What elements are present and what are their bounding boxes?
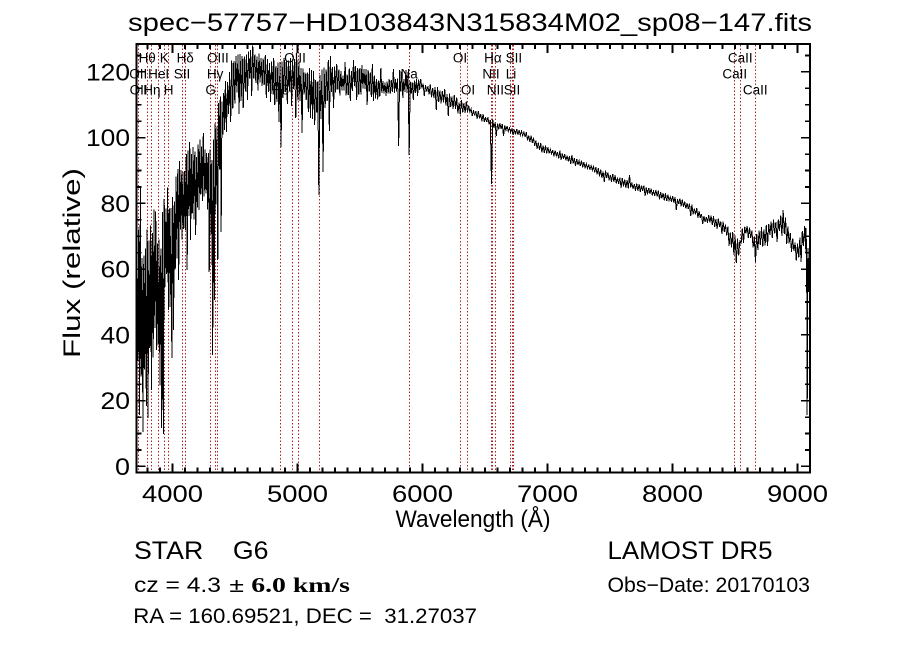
svg-text:80: 80 xyxy=(101,191,131,218)
svg-text:Flux (relative): Flux (relative) xyxy=(59,168,86,358)
svg-text:spec−57757−HD103843N315834M02_: spec−57757−HD103843N315834M02_sp08−147.f… xyxy=(128,9,812,37)
svg-text:RA = 160.69521, DEC = 31.2703: RA = 160.69521, DEC = 31.27037 xyxy=(133,605,477,628)
svg-text:Hδ: Hδ xyxy=(177,51,194,66)
svg-text:OII: OII xyxy=(129,67,147,82)
svg-text:5000: 5000 xyxy=(267,481,328,508)
svg-text:Hα: Hα xyxy=(484,51,502,66)
svg-text:SII: SII xyxy=(504,83,521,98)
svg-text:SII: SII xyxy=(174,67,191,82)
svg-text:NII: NII xyxy=(482,67,499,82)
svg-text:40: 40 xyxy=(101,322,131,349)
svg-text:SII: SII xyxy=(506,51,523,66)
svg-text:4000: 4000 xyxy=(142,481,203,508)
svg-text:OIII: OIII xyxy=(284,51,306,66)
svg-text:K: K xyxy=(160,51,169,66)
svg-text:20: 20 xyxy=(101,388,131,415)
svg-text:STAR G6: STAR G6 xyxy=(134,537,269,565)
svg-text:OI: OI xyxy=(461,83,475,98)
svg-text:CaII: CaII xyxy=(743,83,768,98)
svg-text:Li: Li xyxy=(506,67,517,82)
svg-text:8000: 8000 xyxy=(642,481,703,508)
svg-text:Hθ: Hθ xyxy=(139,51,156,66)
svg-text:9000: 9000 xyxy=(767,481,828,508)
svg-text:NII: NII xyxy=(487,83,504,98)
svg-text:OII: OII xyxy=(130,83,148,98)
svg-text:60: 60 xyxy=(101,257,131,284)
svg-text:Na: Na xyxy=(400,67,418,82)
svg-text:CaII: CaII xyxy=(728,51,753,66)
svg-text:100: 100 xyxy=(86,125,130,152)
svg-text:7000: 7000 xyxy=(517,481,578,508)
svg-text:OI: OI xyxy=(453,51,467,66)
svg-text:± 6.0 km/s: ± 6.0 km/s xyxy=(229,573,350,597)
svg-text:Hη: Hη xyxy=(143,83,160,98)
svg-text:cz = 4.3: cz = 4.3 xyxy=(134,574,221,597)
svg-text:H: H xyxy=(164,83,174,98)
svg-text:0: 0 xyxy=(115,454,130,481)
svg-text:HeI: HeI xyxy=(148,67,169,82)
svg-text:G: G xyxy=(205,83,216,98)
svg-text:CaII: CaII xyxy=(722,67,747,82)
svg-text:Hγ: Hγ xyxy=(207,67,224,82)
svg-text:Wavelength (Å): Wavelength (Å) xyxy=(396,505,551,533)
svg-text:LAMOST DR5: LAMOST DR5 xyxy=(608,537,773,565)
svg-text:OIII: OIII xyxy=(207,51,229,66)
svg-text:6000: 6000 xyxy=(392,481,453,508)
svg-text:Obs−Date: 20170103: Obs−Date: 20170103 xyxy=(608,574,811,597)
svg-text:120: 120 xyxy=(86,59,130,86)
